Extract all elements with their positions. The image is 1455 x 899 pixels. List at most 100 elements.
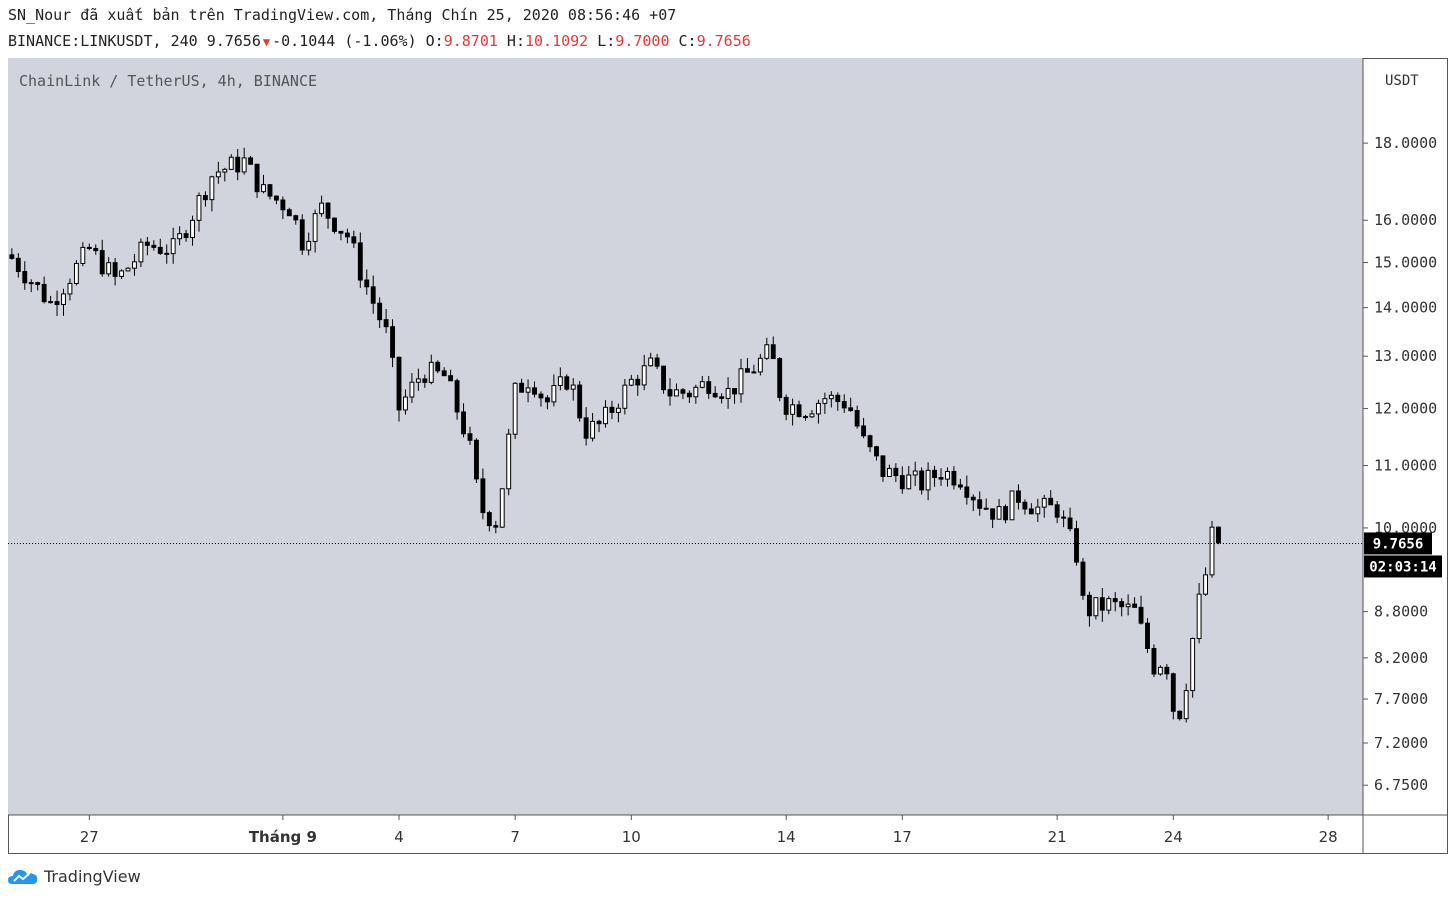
- candle-body[interactable]: [945, 470, 950, 480]
- candle-body[interactable]: [325, 202, 331, 219]
- candle-body[interactable]: [603, 406, 608, 425]
- candle-body[interactable]: [480, 478, 486, 514]
- candle-body[interactable]: [486, 512, 492, 527]
- candle-body[interactable]: [448, 375, 454, 382]
- candle-body[interactable]: [751, 371, 757, 374]
- candle-body[interactable]: [661, 365, 666, 391]
- candle-body[interactable]: [1157, 666, 1163, 675]
- candle-body[interactable]: [777, 358, 783, 398]
- candle-body[interactable]: [1164, 666, 1170, 675]
- candle-body[interactable]: [22, 271, 28, 284]
- candle-body[interactable]: [770, 344, 776, 360]
- candle-body[interactable]: [615, 407, 621, 413]
- candle-body[interactable]: [203, 195, 208, 201]
- candle-body[interactable]: [538, 393, 544, 399]
- candle-body[interactable]: [35, 282, 41, 285]
- candle-body[interactable]: [209, 176, 215, 201]
- candle-body[interactable]: [299, 219, 305, 251]
- candle-body[interactable]: [712, 392, 718, 398]
- candle-body[interactable]: [396, 356, 402, 411]
- candle-body[interactable]: [990, 508, 996, 520]
- candle-body[interactable]: [1119, 601, 1125, 608]
- candle-body[interactable]: [344, 232, 350, 238]
- candle-body[interactable]: [841, 401, 847, 409]
- candle-body[interactable]: [867, 435, 873, 448]
- candle-body[interactable]: [461, 411, 466, 435]
- candle-body[interactable]: [196, 195, 202, 221]
- candle-body[interactable]: [422, 378, 428, 383]
- candle-body[interactable]: [1080, 561, 1086, 596]
- candle-body[interactable]: [680, 389, 686, 394]
- candle-body[interactable]: [622, 384, 628, 409]
- candle-body[interactable]: [15, 257, 21, 273]
- candle-body[interactable]: [1138, 606, 1144, 624]
- candle-body[interactable]: [493, 525, 499, 528]
- candle-body[interactable]: [1177, 710, 1183, 720]
- candle-body[interactable]: [957, 484, 963, 488]
- candle-body[interactable]: [609, 406, 615, 413]
- candle-body[interactable]: [1035, 506, 1041, 515]
- candle-body[interactable]: [1054, 504, 1060, 518]
- symbol-name[interactable]: BINANCE:LINKUSDT,: [8, 32, 162, 50]
- candle-body[interactable]: [1099, 597, 1105, 611]
- candle-body[interactable]: [641, 365, 647, 386]
- candle-body[interactable]: [544, 397, 550, 403]
- candle-body[interactable]: [512, 382, 518, 435]
- candle-body[interactable]: [1145, 622, 1150, 649]
- candle-body[interactable]: [1209, 526, 1215, 576]
- candle-body[interactable]: [1216, 526, 1221, 544]
- candle-body[interactable]: [577, 384, 583, 419]
- candle-body[interactable]: [235, 156, 241, 173]
- candle-body[interactable]: [1041, 497, 1047, 508]
- candle-body[interactable]: [790, 404, 796, 415]
- candle-body[interactable]: [848, 407, 854, 412]
- candle-body[interactable]: [970, 496, 976, 501]
- candle-body[interactable]: [119, 270, 124, 277]
- candle-body[interactable]: [628, 378, 634, 386]
- candle-body[interactable]: [441, 370, 447, 377]
- candle-body[interactable]: [93, 247, 99, 252]
- candle-body[interactable]: [828, 394, 834, 400]
- candle-body[interactable]: [996, 506, 1002, 520]
- candle-body[interactable]: [525, 387, 531, 393]
- candle-body[interactable]: [803, 416, 808, 419]
- candle-body[interactable]: [506, 433, 512, 490]
- candle-body[interactable]: [183, 233, 189, 239]
- candle-body[interactable]: [28, 282, 34, 285]
- candle-body[interactable]: [1093, 597, 1099, 617]
- candle-body[interactable]: [215, 171, 221, 178]
- candle-body[interactable]: [532, 387, 537, 395]
- candle-body[interactable]: [499, 488, 505, 528]
- candle-body[interactable]: [1028, 508, 1034, 515]
- candle-body[interactable]: [474, 439, 479, 480]
- candle-body[interactable]: [80, 246, 86, 264]
- candle-body[interactable]: [815, 402, 821, 415]
- candle-body[interactable]: [409, 381, 415, 398]
- candle-body[interactable]: [157, 246, 163, 254]
- candle-body[interactable]: [177, 233, 183, 240]
- candle-body[interactable]: [261, 184, 266, 193]
- candle-body[interactable]: [964, 486, 970, 498]
- candle-body[interactable]: [1106, 598, 1112, 611]
- candle-body[interactable]: [383, 319, 389, 328]
- candle-body[interactable]: [338, 230, 344, 234]
- candle-body[interactable]: [1112, 598, 1118, 603]
- candle-body[interactable]: [822, 398, 828, 404]
- candle-body[interactable]: [86, 246, 92, 249]
- candle-body[interactable]: [351, 236, 357, 244]
- candle-body[interactable]: [635, 378, 641, 386]
- candle-body[interactable]: [835, 394, 841, 403]
- candle-body[interactable]: [1086, 594, 1092, 617]
- candlestick-chart[interactable]: 6.7500 7.2000 7.7000 8.2000 8.8000 10.0000 11.…: [8, 58, 1448, 854]
- candle-body[interactable]: [170, 238, 176, 255]
- candle-body[interactable]: [654, 357, 660, 367]
- candle-body[interactable]: [306, 240, 312, 251]
- candle-body[interactable]: [1074, 528, 1079, 563]
- candle-body[interactable]: [732, 388, 737, 395]
- candle-body[interactable]: [357, 242, 363, 281]
- candle-body[interactable]: [228, 156, 234, 170]
- candle-body[interactable]: [880, 455, 886, 477]
- candle-body[interactable]: [796, 404, 802, 418]
- candle-body[interactable]: [590, 420, 596, 439]
- candle-body[interactable]: [583, 417, 589, 439]
